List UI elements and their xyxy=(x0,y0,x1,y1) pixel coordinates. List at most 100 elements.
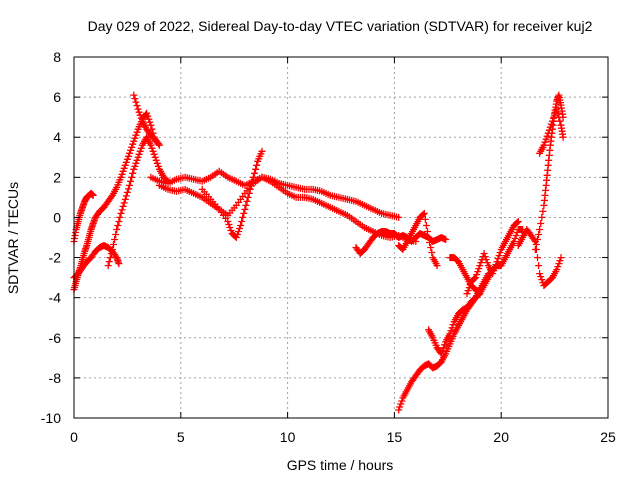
y-tick-label: 8 xyxy=(53,49,61,65)
data-point xyxy=(541,138,549,146)
x-tick-label: 0 xyxy=(70,429,78,445)
data-point xyxy=(542,135,550,143)
data-point xyxy=(144,112,152,120)
data-point xyxy=(491,264,499,272)
data-point xyxy=(89,191,97,199)
data-point xyxy=(239,213,247,221)
data-point xyxy=(252,165,260,173)
axis-ticks: -10 -8 -6 -4 -2 0 2 4 6 8 0 5 10 15 20 25 xyxy=(41,49,616,445)
data-point xyxy=(151,153,159,161)
data-point xyxy=(556,257,564,265)
data-point xyxy=(116,213,124,221)
data-point xyxy=(131,95,139,103)
data-point xyxy=(494,255,502,263)
data-point xyxy=(534,236,541,243)
data-point xyxy=(490,267,498,275)
data-point xyxy=(149,147,157,155)
x-tick-label: 25 xyxy=(600,429,616,445)
data-point xyxy=(118,206,126,214)
data-point xyxy=(118,170,126,178)
data-point xyxy=(127,146,135,154)
data-point xyxy=(154,140,162,148)
data-point xyxy=(475,265,483,273)
data-point xyxy=(131,134,139,142)
series-arc-16 xyxy=(531,91,567,253)
data-point xyxy=(447,327,455,335)
data-point xyxy=(476,262,484,270)
data-point xyxy=(540,141,548,149)
data-point xyxy=(249,173,257,181)
data-point xyxy=(531,246,539,253)
x-tick-label: 5 xyxy=(177,429,185,445)
data-point xyxy=(132,159,140,167)
data-point xyxy=(553,105,561,113)
data-point xyxy=(427,244,435,251)
data-point xyxy=(126,181,133,189)
data-point xyxy=(137,114,145,122)
data-point xyxy=(108,246,116,253)
series-arc-8 xyxy=(198,147,266,241)
chart-title: Day 029 of 2022, Sidereal Day-to-day VTE… xyxy=(88,18,593,34)
data-point xyxy=(115,218,123,225)
data-point xyxy=(241,205,249,213)
data-point xyxy=(421,215,429,223)
data-point xyxy=(258,147,266,155)
data-point xyxy=(129,169,137,177)
data-point xyxy=(419,210,427,218)
data-point xyxy=(245,189,253,197)
data-point xyxy=(555,260,563,268)
data-point xyxy=(480,250,488,257)
data-point xyxy=(512,232,520,239)
data-point xyxy=(465,284,473,292)
data-point xyxy=(537,273,545,281)
data-point xyxy=(242,201,250,209)
data-point xyxy=(473,271,481,279)
data-point xyxy=(511,235,519,242)
data-point xyxy=(426,239,434,246)
y-tick-label: -2 xyxy=(49,250,62,266)
data-point xyxy=(483,259,491,267)
data-point xyxy=(448,324,456,332)
data-point xyxy=(153,159,161,167)
data-point xyxy=(510,238,518,245)
y-tick-label: -10 xyxy=(41,410,61,426)
data-point xyxy=(472,274,480,282)
data-point xyxy=(251,169,258,177)
data-point xyxy=(244,193,252,201)
data-point xyxy=(537,220,545,227)
data-point xyxy=(553,266,561,274)
data-point xyxy=(536,226,544,233)
series-arc-14 xyxy=(463,218,522,298)
data-point xyxy=(492,261,500,269)
grid-lines xyxy=(74,57,608,418)
data-point xyxy=(482,256,490,264)
data-point xyxy=(227,227,235,234)
data-point xyxy=(115,260,123,268)
data-point xyxy=(238,218,246,225)
y-tick-label: -8 xyxy=(49,370,62,386)
data-point xyxy=(446,330,454,338)
series-arc-4 xyxy=(104,133,172,270)
data-point xyxy=(233,231,241,238)
data-point xyxy=(117,209,125,217)
data-point xyxy=(532,241,540,248)
x-tick-label: 15 xyxy=(387,429,403,445)
data-point xyxy=(113,226,121,233)
data-point xyxy=(121,161,129,169)
data-point xyxy=(125,152,132,160)
data-point xyxy=(104,262,112,270)
data-point xyxy=(240,209,248,217)
data-point xyxy=(117,173,125,181)
data-point xyxy=(534,254,541,262)
data-point xyxy=(122,158,130,166)
data-point xyxy=(128,143,136,151)
series-arc-17 xyxy=(536,105,567,157)
x-tick-label: 10 xyxy=(280,429,296,445)
data-point xyxy=(133,156,141,164)
data-point xyxy=(544,129,552,137)
data-point xyxy=(132,131,140,139)
data-point xyxy=(123,188,131,196)
data-point xyxy=(134,105,142,113)
data-point xyxy=(128,173,136,181)
